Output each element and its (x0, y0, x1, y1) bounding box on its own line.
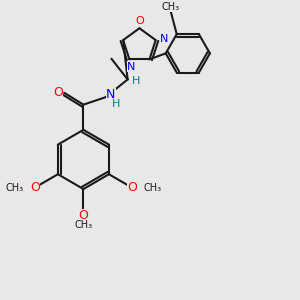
Text: CH₃: CH₃ (143, 183, 161, 193)
Text: CH₃: CH₃ (74, 220, 92, 230)
Text: O: O (127, 181, 137, 194)
Text: O: O (135, 16, 144, 26)
Text: N: N (106, 88, 116, 101)
Text: N: N (160, 34, 168, 44)
Text: CH₃: CH₃ (6, 183, 24, 193)
Text: O: O (53, 86, 63, 99)
Text: O: O (79, 209, 88, 222)
Text: N: N (127, 62, 135, 72)
Text: CH₃: CH₃ (162, 2, 180, 13)
Text: O: O (30, 181, 40, 194)
Text: H: H (112, 99, 120, 109)
Text: H: H (132, 76, 140, 86)
